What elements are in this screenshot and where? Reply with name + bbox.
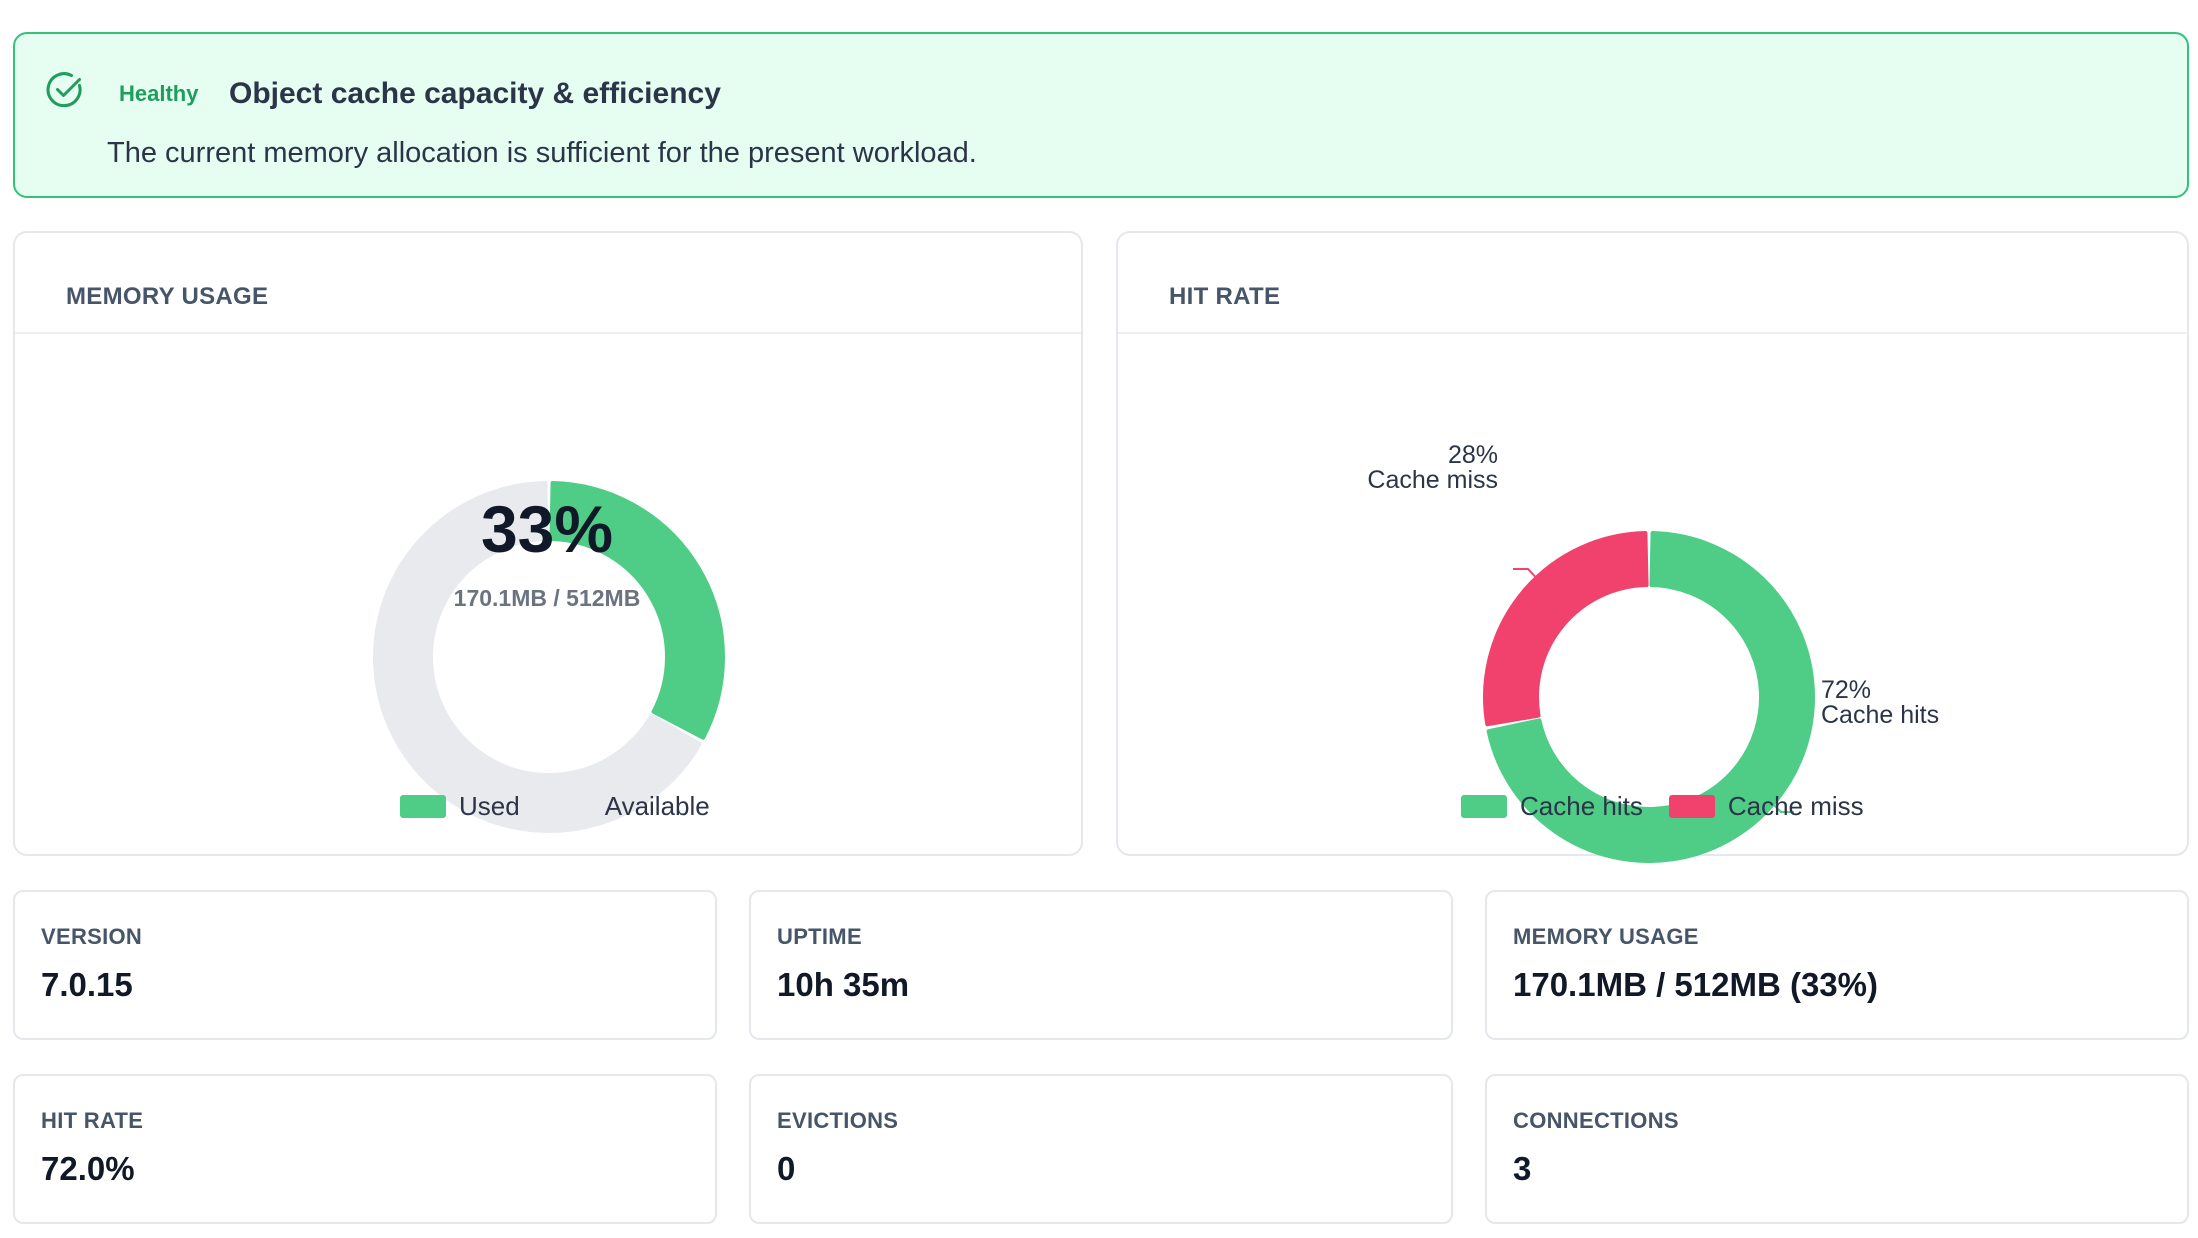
legend-label-hits: Cache hits xyxy=(1520,791,1643,821)
hits-callout: 72% Cache hits xyxy=(1821,678,1939,728)
check-circle-icon xyxy=(46,72,82,108)
stat-card-memory-usage: MEMORY USAGE 170.1MB / 512MB (33%) xyxy=(1485,890,2189,1040)
hits-leader-line xyxy=(1766,797,1794,813)
stat-value: 0 xyxy=(777,1150,796,1187)
hits-callout-label: Cache hits xyxy=(1821,701,1940,729)
miss-callout-percent: 28% xyxy=(1447,441,1498,469)
card-title: HIT RATE xyxy=(1169,283,1281,310)
legend-swatch-miss xyxy=(1668,795,1715,818)
stat-value: 72.0% xyxy=(41,1150,135,1187)
card-header: HIT RATE xyxy=(1118,233,2187,334)
stat-label: MEMORY USAGE xyxy=(1513,924,1699,949)
legend-label-used: Used xyxy=(459,791,520,821)
legend-swatch-used xyxy=(400,795,446,818)
legend-label-available: Available xyxy=(604,791,710,821)
memory-usage-card: MEMORY USAGE 33% 170.1MB / 512MB Used Av… xyxy=(13,231,1083,856)
stat-value: 3 xyxy=(1513,1150,1532,1187)
stat-card-hit-rate: HIT RATE 72.0% xyxy=(13,1074,717,1224)
miss-callout-label: Cache miss xyxy=(1367,466,1498,494)
memory-slice-available[interactable] xyxy=(373,481,702,833)
miss-callout: 28% Cache miss xyxy=(1278,443,1498,493)
hit-rate-slice-cache-hits[interactable] xyxy=(1486,531,1815,863)
hit-rate-donut-chart xyxy=(1483,531,1815,863)
card-header: MEMORY USAGE xyxy=(15,233,1081,334)
card-title: MEMORY USAGE xyxy=(66,283,269,310)
stat-value: 170.1MB / 512MB (33%) xyxy=(1513,966,1878,1003)
memory-legend: Used Available xyxy=(400,791,736,822)
status-banner: Healthy Object cache capacity & efficien… xyxy=(13,32,2189,198)
stat-label: UPTIME xyxy=(777,924,862,949)
banner-message: The current memory allocation is suffici… xyxy=(107,137,977,169)
hit-rate-slice-cache-miss[interactable] xyxy=(1483,531,1649,727)
memory-slice-used[interactable] xyxy=(549,481,725,740)
hit-rate-legend: Cache hits Cache miss xyxy=(1461,791,1890,822)
legend-label-miss: Cache miss xyxy=(1727,791,1864,821)
stat-card-evictions: EVICTIONS 0 xyxy=(749,1074,1453,1224)
stat-label: EVICTIONS xyxy=(777,1108,899,1133)
miss-leader-line xyxy=(1513,568,1544,586)
status-badge: Healthy xyxy=(119,81,199,106)
stat-label: VERSION xyxy=(41,924,143,949)
stat-card-version: VERSION 7.0.15 xyxy=(13,890,717,1040)
banner-title: Object cache capacity & efficiency xyxy=(229,77,721,110)
legend-swatch-hits xyxy=(1461,795,1507,818)
legend-swatch-available xyxy=(545,795,592,818)
memory-center-detail: 170.1MB / 512MB xyxy=(453,585,641,611)
stat-card-uptime: UPTIME 10h 35m xyxy=(749,890,1453,1040)
stat-value: 10h 35m xyxy=(777,966,910,1003)
hit-rate-card: HIT RATE 28% Cache miss 72% Cache hits C… xyxy=(1116,231,2189,863)
memory-center-percent: 33% xyxy=(480,492,614,566)
stat-value: 7.0.15 xyxy=(41,966,133,1003)
stat-label: CONNECTIONS xyxy=(1513,1108,1679,1133)
memory-donut-chart xyxy=(373,481,725,833)
stat-label: HIT RATE xyxy=(41,1108,144,1133)
hits-callout-percent: 72% xyxy=(1821,676,1872,704)
stat-card-connections: CONNECTIONS 3 xyxy=(1485,1074,2189,1224)
